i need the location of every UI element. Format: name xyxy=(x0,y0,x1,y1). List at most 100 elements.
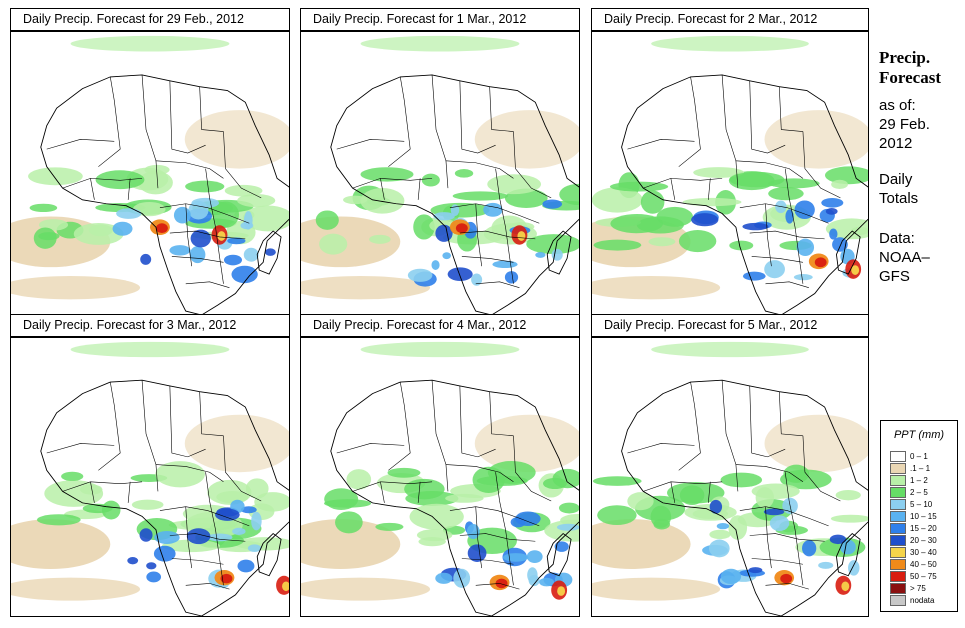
data-source-label: Data: xyxy=(879,230,915,247)
moderate-precip-cell xyxy=(450,204,460,216)
moderate-precip-cell xyxy=(691,213,719,227)
moderate-precip-cell xyxy=(769,515,790,531)
moderate-precip-cell xyxy=(551,248,563,261)
legend-swatch xyxy=(890,571,906,582)
country-border xyxy=(155,464,224,483)
country-border xyxy=(185,583,230,590)
moderate-precip-cell xyxy=(554,541,569,552)
moderate-precip-cell xyxy=(832,237,848,252)
country-border xyxy=(802,131,841,199)
country-border xyxy=(223,435,262,502)
precip-band xyxy=(360,341,520,358)
coastline xyxy=(40,379,289,616)
panel-title: Daily Precip. Forecast for 1 Mar., 2012 xyxy=(300,8,580,31)
totals-line2: Totals xyxy=(879,190,919,207)
country-border xyxy=(749,80,786,154)
side-title-line1: Precip. xyxy=(879,48,931,67)
country-border xyxy=(461,256,514,263)
precip-band xyxy=(369,234,391,244)
precip-band xyxy=(29,203,58,213)
heavy-precip-core xyxy=(455,223,468,234)
moderate-precip-cell xyxy=(116,208,142,219)
heavy-precip-core xyxy=(557,586,566,596)
country-border xyxy=(336,139,405,150)
country-border xyxy=(708,178,711,200)
moderate-precip-cell xyxy=(140,253,152,265)
country-border xyxy=(431,380,449,492)
moderate-precip-cell xyxy=(247,544,262,552)
country-border xyxy=(171,558,224,565)
precip-band xyxy=(640,190,665,214)
precip-band xyxy=(526,234,579,255)
precip-band xyxy=(212,201,240,228)
country-border xyxy=(352,481,433,492)
country-border xyxy=(449,203,540,224)
country-border xyxy=(171,256,224,263)
country-border xyxy=(627,139,695,150)
madagascar-outline xyxy=(256,230,282,275)
coastline xyxy=(40,74,289,315)
as-of-label: as of: xyxy=(879,97,916,114)
country-border xyxy=(739,506,829,527)
country-border xyxy=(627,443,695,454)
moderate-precip-cell xyxy=(264,248,276,256)
coastline xyxy=(621,74,868,315)
moderate-precip-cell xyxy=(503,553,529,562)
legend-label: 20 – 30 xyxy=(910,536,937,545)
country-border xyxy=(445,160,514,179)
moderate-precip-cell xyxy=(492,260,518,269)
precip-band xyxy=(360,187,405,214)
precip-band xyxy=(131,499,164,510)
moderate-precip-cell xyxy=(526,550,543,563)
legend-label: 1 – 2 xyxy=(910,476,928,485)
moderate-precip-cell xyxy=(435,572,453,584)
country-border xyxy=(445,464,514,483)
precip-band xyxy=(651,35,809,52)
country-border xyxy=(778,391,803,437)
light-precip-area xyxy=(592,519,691,570)
panel-title: Daily Precip. Forecast for 4 Mar., 2012 xyxy=(300,314,580,337)
country-border xyxy=(388,76,411,167)
country-border xyxy=(749,230,825,240)
country-border xyxy=(98,382,121,471)
country-border xyxy=(459,80,496,154)
country-border xyxy=(461,558,514,565)
precip-map xyxy=(300,337,580,617)
moderate-precip-cell xyxy=(821,198,844,208)
precip-band xyxy=(709,529,731,540)
country-border xyxy=(380,481,385,503)
moderate-precip-cell xyxy=(504,271,519,284)
country-border xyxy=(46,443,115,454)
light-precip-area xyxy=(11,577,141,601)
light-precip-area xyxy=(11,519,111,570)
precip-map xyxy=(591,31,869,316)
precip-band xyxy=(593,476,642,486)
madagascar-outline xyxy=(836,230,861,275)
precip-band xyxy=(346,469,372,490)
precip-band xyxy=(610,214,664,234)
precip-band xyxy=(454,169,474,178)
country-border xyxy=(678,76,701,167)
moderate-precip-cell xyxy=(169,245,191,256)
precip-band xyxy=(728,515,748,540)
africa-map xyxy=(592,35,868,315)
coastline xyxy=(330,74,579,315)
legend-swatch xyxy=(890,463,906,474)
africa-map xyxy=(11,341,289,616)
country-border xyxy=(784,472,804,586)
moderate-precip-cell xyxy=(215,508,240,521)
moderate-precip-cell xyxy=(433,212,455,221)
moderate-precip-cell xyxy=(447,267,473,282)
precip-band xyxy=(409,503,464,530)
side-title: Precip. Forecast xyxy=(879,48,941,88)
precip-band xyxy=(237,193,276,208)
precip-band xyxy=(144,164,170,175)
light-precip-area xyxy=(301,519,401,570)
moderate-precip-cell xyxy=(794,200,815,220)
precip-band xyxy=(693,167,745,178)
country-border xyxy=(643,481,723,492)
precip-band xyxy=(335,511,363,534)
country-border xyxy=(749,533,825,542)
legend-label: 10 – 15 xyxy=(910,512,937,521)
light-precip-area xyxy=(764,110,868,169)
